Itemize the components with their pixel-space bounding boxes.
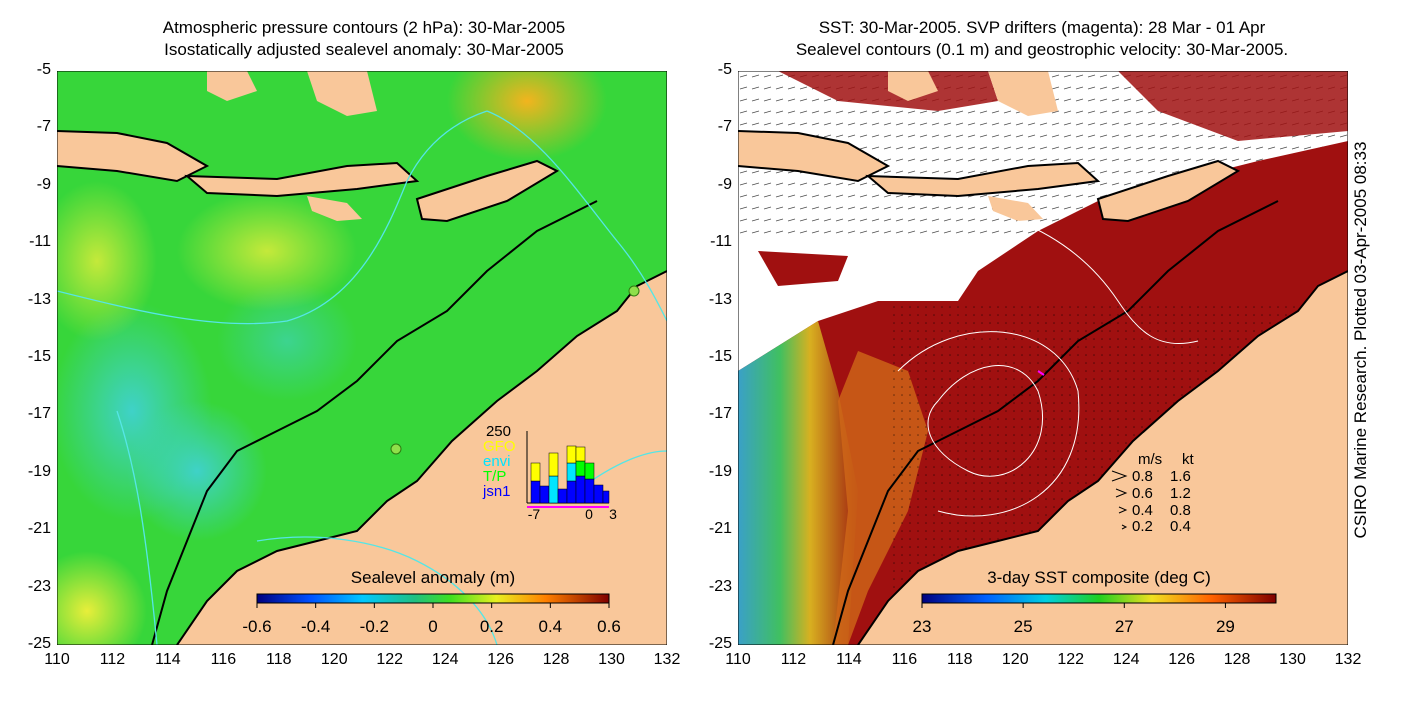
right-title-line1: SST: 30-Mar-2005. SVP drifters (magenta)… (818, 18, 1266, 37)
colorbar-tick-label: 0.4 (539, 617, 563, 636)
left-lon-tick: 114 (155, 651, 181, 668)
sst-map: m/s kt 0.8 1.6 0.6 1.2 0.4 0.8 0.2 0.4 3… (738, 71, 1348, 645)
colorbar-tick-label: 27 (1115, 617, 1134, 636)
left-lat-tick: -5 (36, 61, 51, 78)
right-lon-tick: 130 (1279, 651, 1306, 668)
right-lat-tick: -15 (708, 348, 732, 365)
inset-legend-jsn1: jsn1 (482, 483, 511, 500)
left-title-line2: Isostatically adjusted sealevel anomaly:… (164, 40, 564, 59)
velocity-header-kt: kt (1182, 451, 1195, 468)
right-lon-tick: 110 (725, 651, 751, 668)
velocity-row1-ms: 0.8 (1132, 468, 1153, 485)
inset-legend-tp: T/P (483, 468, 506, 485)
colorbar-tick-label: 0.2 (480, 617, 504, 636)
inset-max-label: 250 (486, 423, 511, 440)
right-lat-tick: -13 (708, 290, 732, 308)
right-lat-tick: -21 (708, 520, 732, 538)
left-lon-tick: 120 (320, 651, 348, 668)
velocity-row3-ms: 0.4 (1132, 502, 1153, 519)
right-lon-tick: 126 (1168, 651, 1195, 668)
left-lat-tick: -15 (27, 348, 51, 365)
left-lon-tick: 132 (653, 651, 681, 668)
colorbar-tick-label: 29 (1216, 617, 1235, 636)
left-lon-tick: 122 (376, 651, 404, 668)
velocity-row2-ms: 0.6 (1132, 485, 1153, 502)
colorbar-tick-label: 0.6 (597, 617, 621, 636)
right-lon-tick: 122 (1057, 651, 1085, 668)
right-title-line2: Sealevel contours (0.1 m) and geostrophi… (795, 40, 1289, 59)
altimeter-inset: 250 GFO envi T/P jsn1 -7 0 3 (482, 423, 617, 522)
right-lon-tick: 132 (1334, 651, 1362, 668)
right-lat-tick: -25 (708, 635, 732, 652)
right-lat-tick: -11 (710, 233, 732, 251)
left-lat-tick: -17 (27, 405, 51, 423)
velocity-header-ms: m/s (1138, 451, 1162, 468)
inset-xlabel-end: 3 (609, 506, 617, 522)
left-lat-tick: -23 (27, 577, 51, 595)
velocity-row4-ms: 0.2 (1132, 518, 1153, 535)
right-lon-tick: 118 (947, 651, 973, 668)
sst-colorbar-label: 3-day SST composite (deg C) (987, 568, 1211, 587)
left-lat-tick: -7 (36, 118, 51, 136)
velocity-row2-kt: 1.2 (1170, 485, 1191, 502)
right-lon-tick: 128 (1223, 651, 1251, 668)
sealevel-anomaly-map: Sealevel anomaly (m) 250 GFO envi T/P js… (57, 71, 667, 645)
left-lat-tick: -13 (27, 290, 51, 308)
left-lon-tick: 110 (44, 651, 70, 668)
velocity-row4-kt: 0.4 (1170, 518, 1191, 535)
right-lon-tick: 114 (836, 651, 862, 668)
right-lat-tick: -7 (717, 118, 732, 136)
left-lon-tick: 112 (99, 651, 126, 668)
inset-xlabel-start: -7 (528, 506, 541, 522)
sla-colorbar-label: Sealevel anomaly (m) (351, 568, 515, 587)
sla-colorbar (256, 593, 610, 604)
right-lat-tick: -9 (717, 175, 732, 193)
sst-colorbar (921, 593, 1277, 604)
right-lat-tick: -23 (708, 577, 732, 595)
left-lon-tick: 116 (210, 651, 237, 668)
left-title-line1: Atmospheric pressure contours (2 hPa): 3… (162, 18, 566, 37)
left-lon-tick: 128 (542, 651, 570, 668)
right-lon-tick: 112 (780, 651, 807, 668)
velocity-legend: m/s kt 0.8 1.6 0.6 1.2 0.4 0.8 0.2 0.4 (1111, 451, 1195, 535)
right-lon-tick: 116 (891, 651, 918, 668)
colorbar-tick-label: 25 (1014, 617, 1033, 636)
left-lat-tick: -21 (27, 520, 51, 538)
left-lat-tick: -19 (27, 462, 51, 480)
inset-legend-gfo: GFO (483, 438, 516, 455)
left-lon-tick: 124 (431, 651, 459, 668)
right-lat-tick: -19 (708, 462, 732, 480)
right-lat-tick: -17 (708, 405, 732, 423)
colorbar-tick-label: 0 (428, 617, 437, 636)
inset-xlabel-zero: 0 (585, 506, 593, 522)
credit-text: CSIRO Marine Research. Plotted 03-Apr-20… (1351, 141, 1370, 539)
colorbar-tick-label: -0.4 (301, 617, 330, 636)
right-lon-tick: 124 (1112, 651, 1140, 668)
velocity-row3-kt: 0.8 (1170, 502, 1191, 519)
colorbar-tick-label: -0.6 (242, 617, 271, 636)
left-lon-tick: 126 (487, 651, 514, 668)
velocity-row1-kt: 1.6 (1170, 468, 1191, 485)
left-lat-tick: -9 (36, 175, 51, 193)
left-lon-tick: 130 (598, 651, 625, 668)
left-lat-tick: -11 (29, 233, 51, 251)
left-lat-tick: -25 (27, 635, 51, 652)
right-lon-tick: 120 (1001, 651, 1029, 668)
colorbar-tick-label: 23 (913, 617, 932, 636)
left-lon-tick: 118 (266, 651, 292, 668)
right-lat-tick: -5 (717, 61, 732, 78)
colorbar-tick-label: -0.2 (360, 617, 389, 636)
inset-legend-envi: envi (483, 453, 511, 470)
